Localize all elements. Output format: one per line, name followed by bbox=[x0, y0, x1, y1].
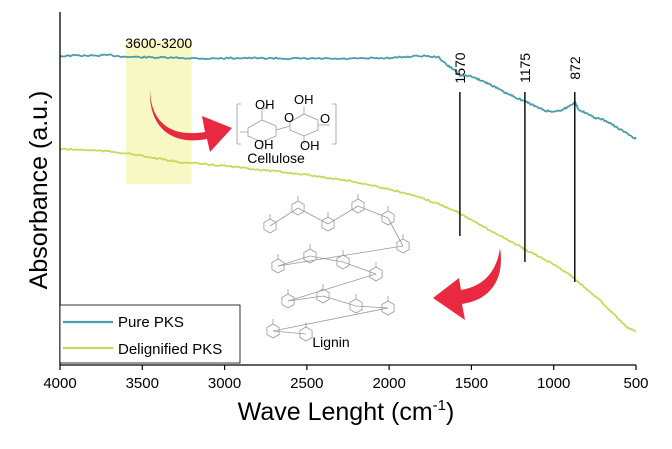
svg-text:O: O bbox=[284, 110, 294, 125]
svg-text:OH: OH bbox=[294, 92, 314, 107]
series-line-delignified-pks bbox=[59, 147, 637, 333]
peak-markers: 1570 1175 872 bbox=[452, 52, 583, 282]
band-label: 3600-3200 bbox=[125, 35, 192, 51]
arrow-to-lignin-icon bbox=[433, 248, 501, 320]
x-tick-label-500: 500 bbox=[623, 375, 648, 392]
x-axis-title: Wave Lenght (cm-1) bbox=[238, 397, 455, 426]
legend-label-pure-pks: Pure PKS bbox=[118, 314, 184, 331]
svg-text:O: O bbox=[320, 111, 330, 126]
svg-text:OH: OH bbox=[255, 97, 275, 112]
x-tick-label-3000: 3000 bbox=[208, 375, 241, 392]
legend: Pure PKS Delignified PKS bbox=[59, 304, 241, 364]
highlight-band-3600-3200 bbox=[125, 40, 192, 184]
legend-label-delignified-pks: Delignified PKS bbox=[118, 341, 222, 358]
arrow-to-cellulose-icon bbox=[149, 88, 232, 152]
x-tick-label-2500: 2500 bbox=[290, 375, 323, 392]
y-axis-title: Absorbance (a.u.) bbox=[25, 91, 53, 290]
peak-label-1175: 1175 bbox=[517, 53, 533, 83]
x-tick-label-3500: 3500 bbox=[126, 375, 159, 392]
lignin-label: Lignin bbox=[312, 334, 349, 350]
x-tick-label-1000: 1000 bbox=[537, 375, 570, 392]
x-tick-label-4000: 4000 bbox=[43, 375, 76, 392]
lignin-structure-image bbox=[263, 194, 410, 342]
legend-box bbox=[59, 304, 241, 364]
cellulose-label: Cellulose bbox=[247, 150, 305, 166]
x-tick-label-1500: 1500 bbox=[455, 375, 488, 392]
peak-label-872: 872 bbox=[567, 56, 583, 80]
cellulose-structure-image: OH OH OH OH O O bbox=[236, 92, 337, 153]
svg-text:OH: OH bbox=[254, 137, 274, 152]
x-tick-label-2000: 2000 bbox=[372, 375, 405, 392]
x-ticks: 4000 3500 3000 2500 2000 1500 1000 500 bbox=[43, 365, 649, 392]
peak-label-1570: 1570 bbox=[452, 52, 468, 83]
svg-text:OH: OH bbox=[300, 138, 320, 153]
